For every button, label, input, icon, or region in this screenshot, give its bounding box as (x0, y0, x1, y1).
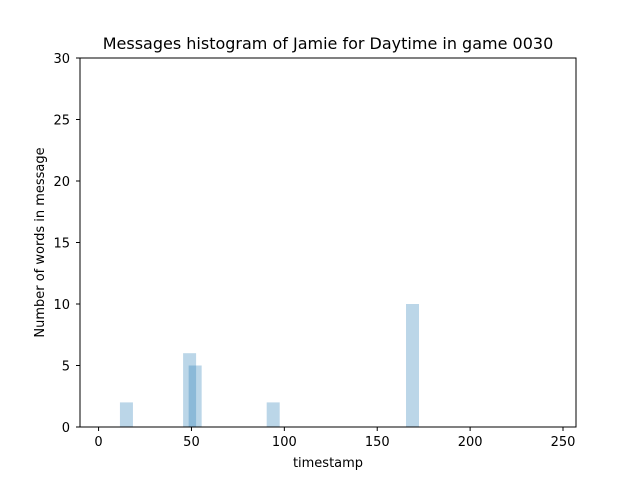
histogram-bar (406, 304, 420, 427)
x-axis-label: timestamp (293, 456, 363, 471)
histogram-bar (188, 365, 202, 427)
x-tick-label: 50 (183, 435, 200, 450)
histogram-bar (183, 353, 197, 427)
x-tick-label: 150 (365, 435, 390, 450)
y-tick-label: 20 (53, 175, 70, 190)
bars-layer (119, 304, 420, 427)
x-tick-label: 200 (458, 435, 483, 450)
y-tick-label: 10 (53, 298, 70, 313)
chart-title: Messages histogram of Jamie for Daytime … (103, 34, 554, 53)
y-tick-label: 5 (62, 360, 70, 375)
y-axis-label: Number of words in message (33, 147, 48, 337)
y-tick-label: 25 (53, 114, 70, 129)
y-axis-ticks: 0 5 10 15 20 25 30 (53, 52, 80, 436)
histogram-bar (119, 402, 133, 427)
x-tick-label: 0 (94, 435, 102, 450)
y-tick-label: 0 (62, 421, 70, 436)
x-axis-ticks: 0 50 100 150 200 250 (94, 427, 575, 450)
histogram-bar (266, 402, 280, 427)
x-tick-label: 100 (272, 435, 297, 450)
x-tick-label: 250 (551, 435, 576, 450)
y-tick-label: 30 (53, 52, 70, 67)
y-tick-label: 15 (53, 237, 70, 252)
